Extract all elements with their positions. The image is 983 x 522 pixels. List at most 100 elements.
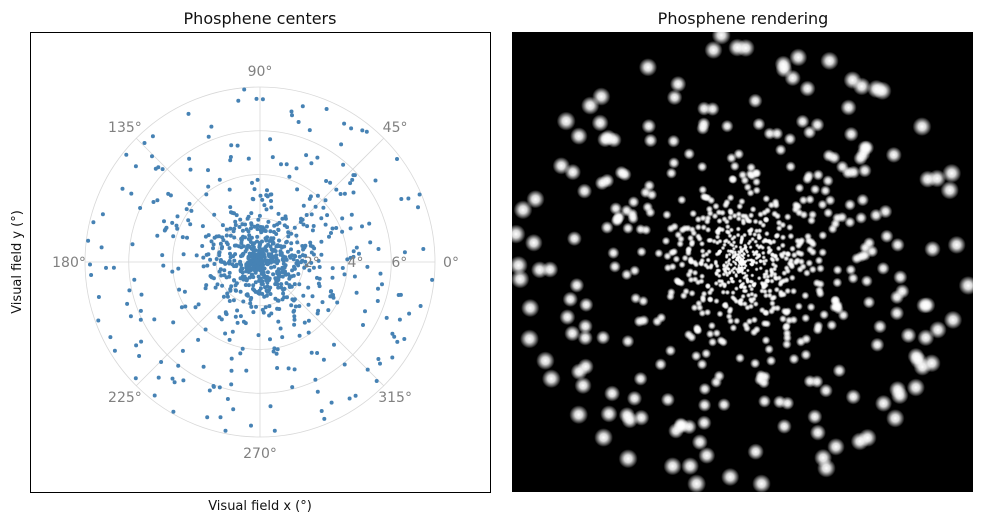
x-axis-label: Visual field x (°): [208, 499, 312, 514]
phosphene-spot: [591, 114, 609, 132]
phosphene-spot: [720, 289, 727, 296]
phosphene-spot: [622, 222, 634, 235]
phosphene-spot: [607, 246, 620, 260]
angular-tick-label: 45°: [383, 120, 408, 136]
scatter-point: [181, 378, 186, 383]
scatter-point: [290, 268, 295, 273]
phosphene-spot: [752, 168, 762, 178]
scatter-point: [229, 210, 233, 215]
phosphene-spot: [666, 224, 676, 233]
scatter-point: [306, 330, 311, 335]
phosphene-spot: [862, 296, 876, 309]
scatter-point: [292, 314, 297, 319]
phosphene-spot: [797, 236, 806, 245]
phosphene-spot: [654, 358, 667, 371]
phosphene-spot: [641, 118, 657, 134]
scatter-point: [290, 385, 295, 390]
phosphene-spot: [618, 449, 638, 469]
phosphene-spot: [577, 330, 593, 346]
phosphene-spot: [725, 312, 733, 320]
phosphene-spot: [940, 180, 959, 200]
scatter-point: [263, 305, 268, 310]
scatter-point: [289, 241, 294, 246]
scatter-point: [211, 242, 216, 247]
phosphene-spot: [754, 256, 759, 261]
scatter-point: [287, 285, 292, 289]
phosphene-spot: [638, 314, 650, 327]
scatter-point: [287, 276, 292, 281]
scatter-point: [251, 287, 255, 291]
scatter-point: [234, 213, 239, 218]
scatter-point: [218, 259, 223, 264]
scatter-point: [294, 166, 299, 171]
scatter-point: [220, 223, 225, 228]
phosphene-spot: [719, 226, 726, 233]
phosphene-spot: [733, 148, 745, 160]
scatter-point: [244, 368, 249, 373]
scatter-point: [133, 164, 138, 169]
scatter-point: [201, 364, 206, 369]
scatter-point: [373, 178, 378, 183]
phosphene-spot: [774, 232, 781, 239]
scatter-point: [297, 282, 302, 287]
angular-tick-label: 225°: [108, 390, 142, 406]
phosphene-spot: [743, 182, 752, 192]
phosphene-spot: [726, 207, 734, 215]
angular-tick-label: 270°: [243, 446, 277, 462]
scatter-point: [171, 320, 176, 325]
scatter-point: [316, 308, 321, 313]
phosphene-spot: [748, 93, 763, 109]
scatter-point: [228, 226, 233, 231]
scatter-point: [249, 252, 254, 256]
phosphene-spot: [832, 364, 846, 378]
scatter-point: [399, 197, 404, 201]
scatter-point: [228, 155, 233, 159]
phosphene-spot: [736, 270, 741, 275]
scatter-point: [342, 272, 347, 277]
phosphene-spot: [663, 263, 673, 272]
scatter-point: [323, 198, 328, 203]
phosphene-spot: [604, 385, 621, 402]
scatter-point: [262, 203, 267, 208]
scatter-point: [309, 250, 314, 255]
scatter-point: [203, 234, 208, 239]
phosphene-spot: [597, 131, 614, 148]
phosphene-spot: [684, 246, 692, 254]
phosphene-spot: [735, 232, 741, 238]
phosphene-spot: [725, 263, 730, 268]
phosphene-spot: [913, 358, 932, 376]
scatter-point: [206, 134, 211, 139]
phosphene-spot: [889, 305, 905, 321]
scatter-point: [128, 314, 133, 319]
scatter-point: [278, 249, 283, 254]
scatter-point: [269, 247, 274, 252]
phosphene-spot: [738, 170, 748, 180]
scatter-point: [237, 225, 242, 229]
phosphene-spot: [702, 262, 709, 268]
phosphene-spot: [794, 183, 805, 193]
phosphene-spot: [596, 330, 611, 345]
scatter-point: [368, 240, 373, 245]
scatter-point: [132, 277, 137, 282]
scatter-point: [309, 260, 314, 265]
scatter-point: [330, 226, 335, 231]
scatter-point: [234, 243, 239, 248]
phosphene-spot: [803, 170, 815, 182]
polar-tick-labels: 0° 45° 90° 135° 180° 225° 270° 315° 2° 4° 6°: [52, 64, 459, 462]
phosphene-spot: [698, 447, 716, 464]
phosphene-spot: [744, 248, 749, 253]
scatter-point: [269, 192, 274, 197]
phosphene-spot: [717, 398, 731, 412]
phosphene-spot: [636, 246, 647, 257]
phosphene-spot: [912, 117, 932, 137]
phosphene-spot: [643, 179, 656, 192]
scatter-point: [223, 261, 228, 266]
scatter-point: [324, 179, 329, 183]
phosphene-spot: [688, 289, 696, 297]
phosphene-spot: [716, 273, 722, 279]
phosphene-spot: [733, 317, 741, 325]
phosphene-spot: [729, 323, 738, 332]
scatter-point: [188, 167, 193, 172]
scatter-point: [182, 289, 187, 294]
